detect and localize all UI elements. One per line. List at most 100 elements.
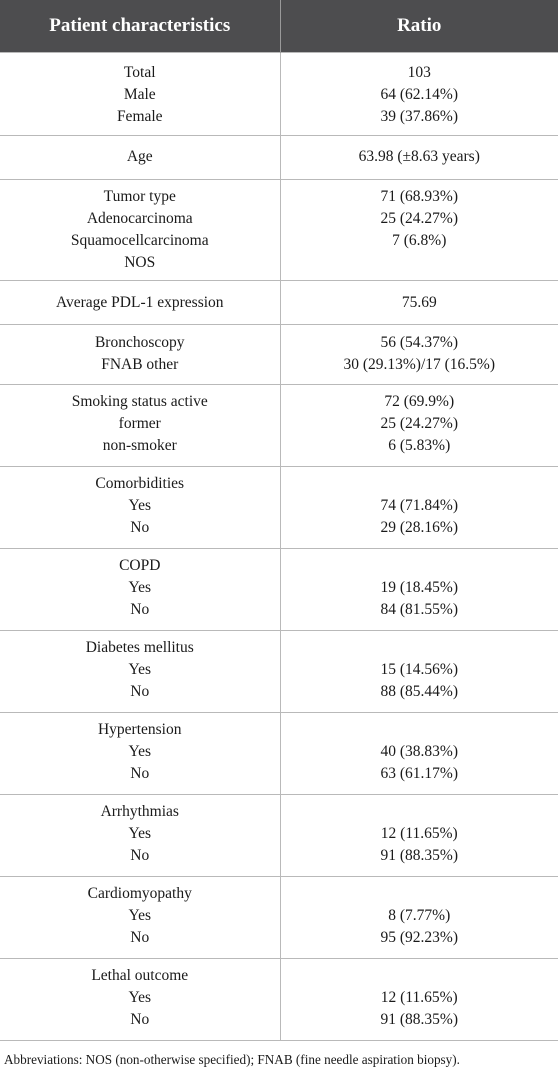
- ratio-cell: 8 (7.77%) 95 (92.23%): [280, 876, 558, 959]
- header-ratio: Ratio: [280, 0, 558, 53]
- ratio-cell: 40 (38.83%) 63 (61.17%): [280, 712, 558, 795]
- ratio-line: 7 (6.8%): [392, 232, 447, 249]
- ratio-cell: 63.98 (±8.63 years): [280, 135, 558, 180]
- characteristic-line: non-smoker: [102, 437, 177, 454]
- table-row: Arrhythmias Yes No 12 (11.65%) 91 (88.35%): [0, 794, 558, 877]
- characteristic-line: No: [130, 601, 150, 618]
- ratio-line: [281, 555, 558, 577]
- characteristic-line: Smoking status active: [71, 393, 208, 410]
- ratio-line: [281, 883, 558, 905]
- ratio-line: 72 (69.9%): [384, 393, 455, 410]
- patient-characteristics-table: Patient characteristics Ratio Total Male F…: [0, 0, 558, 1041]
- characteristic-line: former: [118, 415, 161, 432]
- characteristic-line: No: [130, 929, 150, 946]
- ratio-line: 74 (71.84%): [380, 497, 459, 514]
- ratio-cell: 19 (18.45%) 84 (81.55%): [280, 548, 558, 631]
- characteristic-line: NOS: [124, 254, 156, 271]
- characteristic-line: Yes: [128, 743, 152, 760]
- characteristic-line: Female: [116, 108, 163, 125]
- ratio-line: 84 (81.55%): [380, 601, 459, 618]
- ratio-cell: 15 (14.56%) 88 (85.44%): [280, 630, 558, 713]
- characteristic-line: No: [130, 765, 150, 782]
- characteristic-line: No: [130, 1011, 150, 1028]
- table-row: Cardiomyopathy Yes No 8 (7.77%) 95 (92.23%): [0, 876, 558, 959]
- ratio-line: 25 (24.27%): [380, 415, 459, 432]
- ratio-line: 63 (61.17%): [380, 765, 459, 782]
- ratio-line: 39 (37.86%): [380, 108, 459, 125]
- characteristic-cell: Arrhythmias Yes No: [0, 794, 281, 877]
- characteristic-cell: Comorbidities Yes No: [0, 466, 281, 549]
- characteristic-line: Yes: [128, 661, 152, 678]
- characteristic-line: Comorbidities: [95, 475, 185, 492]
- ratio-line: 19 (18.45%): [380, 579, 459, 596]
- ratio-line: 30 (29.13%)/17 (16.5%): [343, 356, 496, 373]
- ratio-line: [281, 252, 558, 274]
- header-row: Patient characteristics Ratio: [0, 0, 558, 53]
- characteristic-line: Adenocarcinoma: [86, 210, 193, 227]
- ratio-line: 15 (14.56%): [380, 661, 459, 678]
- ratio-cell: 56 (54.37%) 30 (29.13%)/17 (16.5%): [280, 324, 558, 385]
- characteristic-line: Bronchoscopy: [94, 334, 185, 351]
- ratio-line: 91 (88.35%): [380, 847, 459, 864]
- characteristic-cell: Average PDL-1 expression: [0, 280, 281, 325]
- characteristic-line: Male: [123, 86, 156, 103]
- footnote: Abbreviations: NOS (non-otherwise specif…: [4, 1052, 460, 1067]
- table-row: Hypertension Yes No 40 (38.83%) 63 (61.17%): [0, 712, 558, 795]
- characteristic-line: Yes: [128, 497, 152, 514]
- table-row: Age 63.98 (±8.63 years): [0, 135, 558, 180]
- characteristic-line: Yes: [128, 989, 152, 1006]
- ratio-line: 64 (62.14%): [380, 86, 459, 103]
- characteristic-line: Hypertension: [97, 721, 182, 738]
- characteristic-line: Age: [126, 148, 153, 165]
- characteristic-line: Yes: [128, 907, 152, 924]
- characteristic-cell: Total Male Female: [0, 52, 281, 136]
- characteristic-line: Lethal outcome: [91, 967, 189, 984]
- ratio-line: 63.98 (±8.63 years): [358, 148, 480, 165]
- characteristic-cell: Smoking status active former non-smoker: [0, 384, 281, 467]
- characteristic-line: No: [130, 683, 150, 700]
- ratio-line: 25 (24.27%): [380, 210, 459, 227]
- characteristic-line: Yes: [128, 825, 152, 842]
- table-row: COPD Yes No 19 (18.45%) 84 (81.55%): [0, 548, 558, 631]
- characteristic-line: Average PDL-1 expression: [55, 294, 224, 311]
- ratio-line: 8 (7.77%): [388, 907, 451, 924]
- characteristic-line: Diabetes mellitus: [85, 639, 194, 656]
- characteristic-cell: Hypertension Yes No: [0, 712, 281, 795]
- ratio-line: 12 (11.65%): [380, 825, 458, 842]
- header-patient-characteristics: Patient characteristics: [0, 0, 281, 53]
- ratio-line: 12 (11.65%): [380, 989, 458, 1006]
- characteristic-line: COPD: [119, 557, 161, 574]
- ratio-line: 88 (85.44%): [380, 683, 459, 700]
- table-row: Bronchoscopy FNAB other 56 (54.37%) 30 (29.…: [0, 324, 558, 385]
- ratio-line: 95 (92.23%): [380, 929, 459, 946]
- ratio-line: 91 (88.35%): [380, 1011, 459, 1028]
- characteristic-cell: COPD Yes No: [0, 548, 281, 631]
- characteristic-cell: Tumor type Adenocarcinoma Squamocellcarcin…: [0, 179, 281, 281]
- ratio-cell: 72 (69.9%) 25 (24.27%) 6 (5.83%): [280, 384, 558, 467]
- ratio-line: [281, 801, 558, 823]
- characteristic-line: Tumor type: [103, 188, 176, 205]
- ratio-cell: 103 64 (62.14%) 39 (37.86%): [280, 52, 558, 136]
- ratio-cell: 75.69: [280, 280, 558, 325]
- table-row: Lethal outcome Yes No 12 (11.65%) 91 (88.35%…: [0, 958, 558, 1041]
- ratio-line: 75.69: [401, 294, 437, 311]
- table-row: Comorbidities Yes No 74 (71.84%) 29 (28.16%): [0, 466, 558, 549]
- characteristic-line: No: [130, 519, 150, 536]
- characteristic-line: Arrhythmias: [100, 803, 179, 820]
- characteristic-cell: Diabetes mellitus Yes No: [0, 630, 281, 713]
- ratio-cell: 12 (11.65%) 91 (88.35%): [280, 958, 558, 1041]
- ratio-line: [281, 965, 558, 987]
- characteristic-cell: Cardiomyopathy Yes No: [0, 876, 281, 959]
- characteristic-line: No: [130, 847, 150, 864]
- ratio-line: 40 (38.83%): [380, 743, 459, 760]
- table-row: Total Male Female 103 64 (62.14%) 39 (37.86%): [0, 52, 558, 136]
- ratio-line: [281, 473, 558, 495]
- ratio-line: 71 (68.93%): [380, 188, 459, 205]
- ratio-cell: 12 (11.65%) 91 (88.35%): [280, 794, 558, 877]
- table-row: Tumor type Adenocarcinoma Squamocellcarcin…: [0, 179, 558, 281]
- ratio-line: 29 (28.16%): [380, 519, 459, 536]
- characteristic-cell: Lethal outcome Yes No: [0, 958, 281, 1041]
- characteristic-cell: Bronchoscopy FNAB other: [0, 324, 281, 385]
- table-row: Average PDL-1 expression 75.69: [0, 280, 558, 325]
